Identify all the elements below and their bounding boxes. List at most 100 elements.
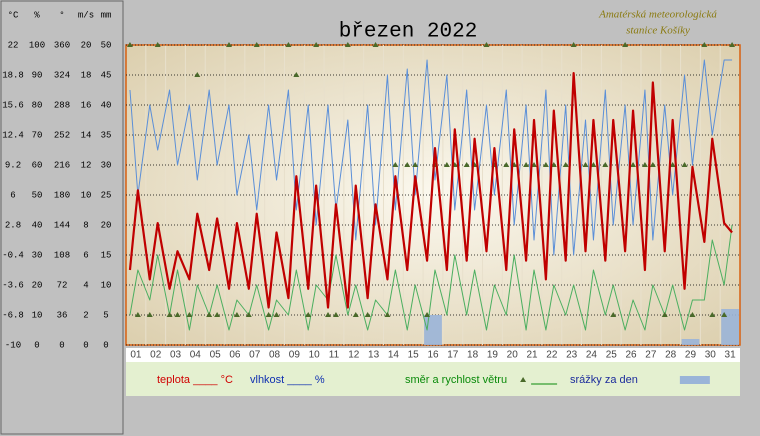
y-tick-label: 4	[83, 280, 88, 290]
y-tick-label: 0	[34, 340, 39, 350]
y-tick-label: 12.4	[2, 130, 24, 140]
series-line	[128, 72, 733, 309]
y-tick-label: 9.2	[5, 160, 21, 170]
y-tick-label: 0	[103, 340, 108, 350]
y-tick-label: 40	[101, 100, 112, 110]
axis-label: mm	[101, 10, 112, 20]
wind-direction	[689, 312, 696, 317]
wind-direction	[681, 162, 688, 167]
x-tick-label: 19	[487, 350, 499, 361]
y-tick-label: -10	[5, 340, 21, 350]
legend-label: směr a rychlost větru	[405, 374, 507, 386]
y-tick-label: 8	[83, 220, 88, 230]
x-tick-label: 26	[626, 350, 638, 361]
wind-direction	[146, 312, 153, 317]
precip-bar	[721, 309, 739, 345]
wind-direction	[194, 72, 201, 77]
wind-direction	[225, 42, 232, 47]
x-tick-label: 02	[150, 350, 162, 361]
x-tick-label: 03	[170, 350, 182, 361]
wind-direction	[154, 42, 161, 47]
chart-title: březen 2022	[339, 21, 478, 44]
wind-direction	[253, 42, 260, 47]
wind-direction	[630, 162, 637, 167]
wind-direction	[265, 312, 272, 317]
wind-direction	[305, 312, 312, 317]
wind-direction	[701, 42, 708, 47]
annotation: Amatérská meteorologická	[598, 9, 717, 21]
legend-box	[126, 362, 740, 396]
x-tick-label: 20	[507, 350, 519, 361]
wind-direction	[463, 162, 470, 167]
wind-direction	[729, 42, 736, 47]
wind-direction	[404, 162, 411, 167]
x-tick-label: 12	[348, 350, 360, 361]
y-tick-label: 10	[101, 280, 112, 290]
axis-label: %	[34, 10, 40, 20]
y-tick-label: 108	[54, 250, 70, 260]
wind-direction	[523, 162, 530, 167]
wind-direction	[483, 42, 490, 47]
y-tick-label: 50	[101, 40, 112, 50]
y-tick-label: 30	[32, 250, 43, 260]
y-tick-label: -0.4	[2, 250, 24, 260]
y-tick-label: 30	[101, 160, 112, 170]
y-tick-label: 2	[83, 310, 88, 320]
y-tick-label: 20	[32, 280, 43, 290]
y-tick-label: 360	[54, 40, 70, 50]
wind-direction	[332, 312, 339, 317]
wind-direction	[649, 162, 656, 167]
x-tick-label: 06	[229, 350, 241, 361]
axis-panel	[0, 0, 124, 435]
x-tick-label: 15	[408, 350, 420, 361]
wind-direction	[186, 312, 193, 317]
y-tick-label: 216	[54, 160, 70, 170]
y-tick-label: 72	[57, 280, 68, 290]
precip-bar	[681, 339, 700, 345]
x-tick-label: 01	[130, 350, 142, 361]
wind-direction	[285, 42, 292, 47]
wind-direction	[166, 312, 173, 317]
y-tick-label: 90	[32, 70, 43, 80]
y-tick-label: 180	[54, 190, 70, 200]
x-tick-label: 16	[427, 350, 439, 361]
wind-direction	[412, 162, 419, 167]
y-tick-label: 70	[32, 130, 43, 140]
x-tick-label: 18	[467, 350, 479, 361]
y-tick-label: 0	[59, 340, 64, 350]
series-line	[129, 59, 733, 256]
wind-direction	[590, 162, 597, 167]
y-tick-label: 5	[103, 310, 108, 320]
day-strip	[126, 348, 740, 362]
wind-direction	[602, 162, 609, 167]
y-tick-label: 10	[32, 310, 43, 320]
wind-direction	[325, 312, 332, 317]
wind-direction	[233, 312, 240, 317]
legend-label: srážky za den	[570, 374, 638, 386]
y-tick-label: 20	[101, 220, 112, 230]
y-tick-label: 35	[101, 130, 112, 140]
x-tick-label: 11	[329, 350, 340, 361]
x-tick-label: 22	[546, 350, 558, 361]
y-tick-label: 18	[81, 70, 92, 80]
wind-direction	[273, 312, 280, 317]
wind-direction	[503, 162, 510, 167]
y-tick-label: -6.8	[2, 310, 24, 320]
wind-direction	[542, 162, 549, 167]
y-tick-label: 18.8	[2, 70, 24, 80]
wind-direction	[293, 72, 300, 77]
annotation: stanice Košíky	[626, 25, 690, 37]
wind-direction	[352, 312, 359, 317]
y-tick-label: 80	[32, 100, 43, 110]
y-tick-label: -3.6	[2, 280, 24, 290]
wind-direction	[443, 162, 450, 167]
y-tick-label: 6	[83, 250, 88, 260]
x-tick-label: 30	[705, 350, 717, 361]
wind-direction	[582, 162, 589, 167]
wind-direction	[245, 312, 252, 317]
x-tick-label: 05	[210, 350, 222, 361]
y-tick-label: 36	[57, 310, 68, 320]
legend-label: vlhkost ____ %	[250, 374, 325, 386]
wind-direction	[622, 42, 629, 47]
wind-direction	[372, 42, 379, 47]
